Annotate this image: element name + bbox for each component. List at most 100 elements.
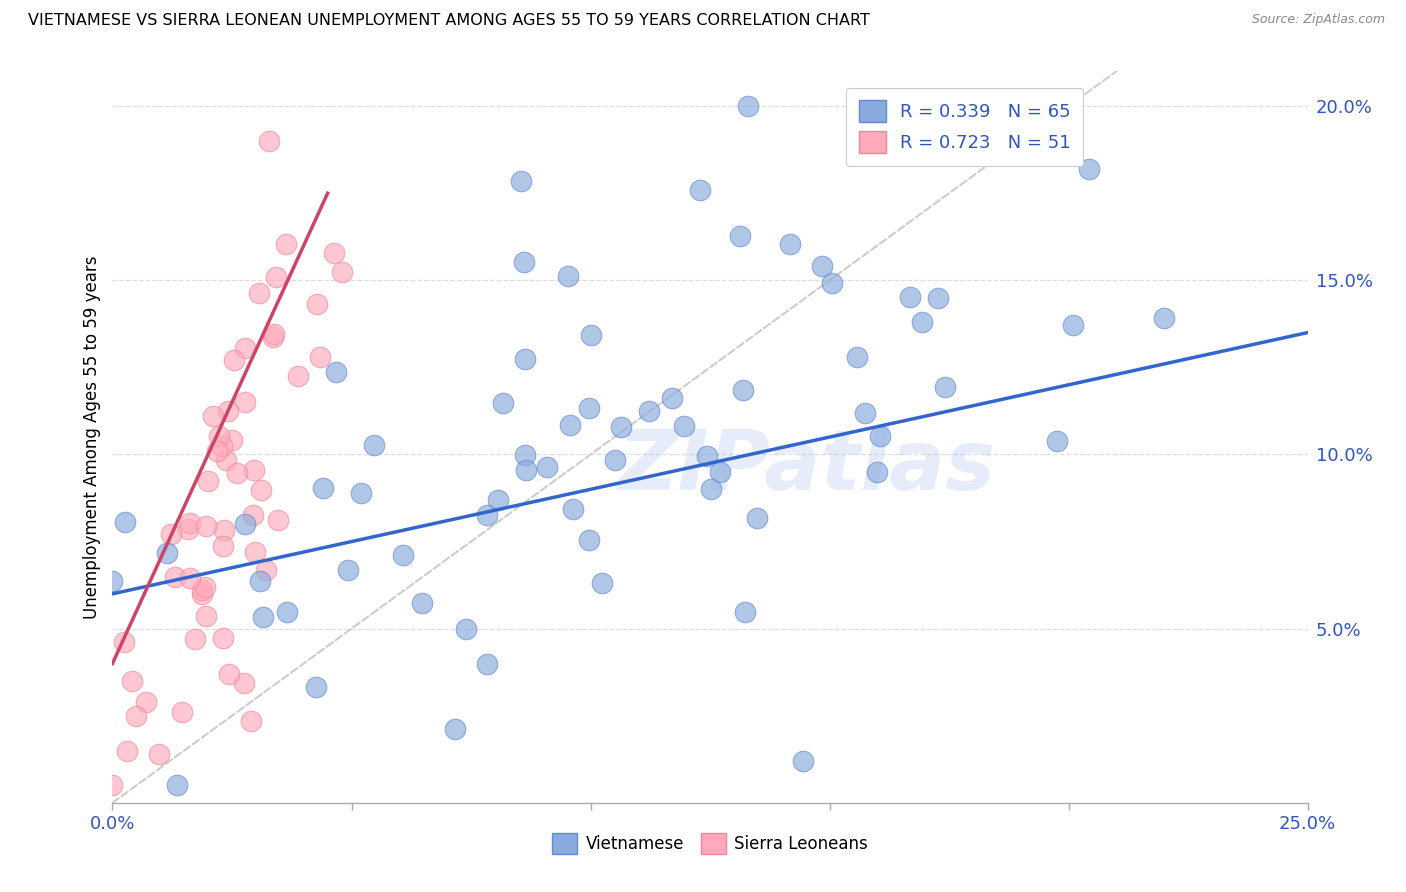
Point [737,99,759,113]
Point [191,583,214,598]
Point [305,680,328,694]
Point [323,246,346,260]
Point [312,481,335,495]
Point [214,452,236,467]
Point [262,330,284,344]
Point [194,580,217,594]
Point [235,394,257,409]
Y-axis label: Unemployment Among Ages 55 to 59 years: Unemployment Among Ages 55 to 59 years [83,255,101,619]
Point [177,522,200,536]
Legend: Vietnamese, Sierra Leoneans: Vietnamese, Sierra Leoneans [546,827,875,860]
Point [274,237,297,252]
Point [661,391,683,405]
Point [115,743,138,757]
Point [205,444,228,458]
Point [734,605,756,619]
Point [179,572,201,586]
Point [1153,311,1175,326]
Point [218,666,240,681]
Point [391,548,413,562]
Point [208,429,231,443]
Point [610,420,633,434]
Point [363,438,385,452]
Point [731,383,754,397]
Point [163,569,186,583]
Point [222,352,245,367]
Point [853,406,876,420]
Point [513,448,536,462]
Point [249,574,271,588]
Point [201,409,224,423]
Point [1077,161,1099,176]
Point [233,341,256,355]
Point [166,778,188,792]
Point [305,297,328,311]
Point [350,486,373,500]
Point [254,563,277,577]
Point [160,527,183,541]
Point [558,417,581,432]
Point [197,475,219,489]
Point [221,433,243,447]
Point [247,285,270,300]
Point [728,229,751,244]
Point [287,369,309,384]
Point [512,255,534,269]
Point [156,545,179,559]
Point [325,365,347,379]
Point [239,714,262,728]
Point [121,673,143,688]
Point [821,276,844,290]
Point [866,465,889,479]
Point [443,722,465,736]
Point [700,483,723,497]
Point [172,705,194,719]
Point [148,747,170,762]
Point [242,508,264,522]
Text: VIETNAMESE VS SIERRA LEONEAN UNEMPLOYMENT AMONG AGES 55 TO 59 YEARS CORRELATION : VIETNAMESE VS SIERRA LEONEAN UNEMPLOYMEN… [28,13,870,29]
Point [233,516,256,531]
Point [183,632,205,647]
Point [250,483,273,497]
Point [195,608,218,623]
Point [811,259,834,273]
Point [515,351,537,366]
Point [211,439,233,453]
Point [927,291,949,305]
Point [264,270,287,285]
Point [745,511,768,525]
Point [101,778,124,792]
Point [477,508,499,523]
Point [579,328,602,343]
Point [456,622,478,636]
Point [336,564,359,578]
Point [591,575,613,590]
Point [486,492,509,507]
Point [243,462,266,476]
Point [779,236,801,251]
Text: Source: ZipAtlas.com: Source: ZipAtlas.com [1251,13,1385,27]
Point [266,512,288,526]
Point [1062,318,1084,333]
Point [492,396,515,410]
Text: ZIPatlas: ZIPatlas [617,425,994,507]
Point [212,539,235,553]
Point [217,403,239,417]
Point [101,574,124,589]
Point [263,326,285,341]
Point [245,545,267,559]
Point [603,453,626,467]
Point [536,460,558,475]
Point [191,587,214,601]
Point [934,380,956,394]
Point [233,675,256,690]
Point [869,429,891,443]
Point [561,502,583,516]
Point [135,695,157,709]
Point [257,134,280,148]
Point [578,401,600,416]
Point [578,533,600,547]
Point [195,518,218,533]
Point [226,466,249,480]
Point [1046,434,1069,448]
